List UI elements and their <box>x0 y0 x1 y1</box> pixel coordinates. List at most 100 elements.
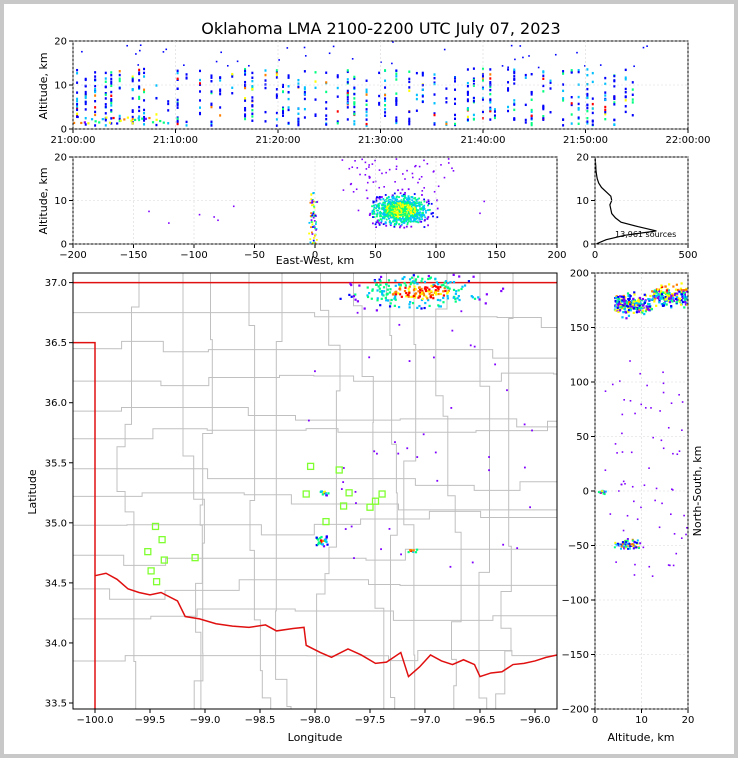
plan-scatter-bin <box>529 506 531 509</box>
th-source-bin <box>244 71 247 74</box>
ns-scatter-bin <box>662 371 664 374</box>
ns-scatter-bin <box>681 401 684 403</box>
ew-source-bin <box>416 216 419 219</box>
th-source-bin <box>624 105 627 108</box>
th-source-bin <box>143 88 146 91</box>
ew-scatter-bin <box>395 168 398 170</box>
ns-source-bin <box>627 306 630 310</box>
plan-source-bin <box>447 289 450 292</box>
th-source-bin <box>466 118 469 121</box>
ew-source-bin <box>400 214 403 217</box>
ns-source-bin <box>620 305 623 309</box>
ew-scatter-bin <box>452 170 455 172</box>
th-high-bin <box>220 51 222 54</box>
ew-source-bin <box>394 204 397 207</box>
ns-source-bin <box>671 295 674 298</box>
ew-column-bin <box>308 232 310 235</box>
ns-scatter-bin <box>633 574 636 576</box>
ns-source-bin <box>644 294 647 297</box>
plan-scatter-bin <box>488 456 490 458</box>
ns-source-bin <box>644 310 647 313</box>
th-source-bin <box>466 108 469 111</box>
th-source-bin <box>586 109 589 113</box>
ew-column-bin <box>310 226 312 229</box>
th-high-bin <box>528 55 530 57</box>
ew-scatter-bin <box>366 181 369 184</box>
ns-ytick-label: 100 <box>570 378 589 389</box>
ew-source-bin <box>398 204 400 207</box>
ns-scatter-bin <box>620 483 623 486</box>
th-source-bin <box>219 92 222 96</box>
ew-column-bin <box>314 214 317 217</box>
ew-source-bin <box>391 194 394 197</box>
ew-scatter-bin <box>357 209 360 212</box>
lma-station-marker <box>366 503 374 511</box>
th-source-bin <box>415 109 418 112</box>
ns-source-bin <box>638 547 641 550</box>
th-source-bin <box>275 69 278 72</box>
ew-source-bin <box>394 210 397 213</box>
ns-source-bin <box>615 296 618 299</box>
th-source-bin <box>94 99 97 103</box>
ns-scatter-bin <box>680 537 683 539</box>
ew-source-bin <box>401 203 404 206</box>
ew-source-bin <box>379 212 381 214</box>
ns-scatter-bin <box>622 529 625 532</box>
ew-source-bin <box>387 201 390 204</box>
th-source-bin <box>624 95 627 99</box>
th-source-bin <box>570 122 573 125</box>
ew-source-bin <box>404 217 407 219</box>
ns-source-bin <box>638 304 641 307</box>
plan-source-bin <box>322 545 326 548</box>
th-source-bin <box>287 121 290 125</box>
ew-column-bin <box>312 212 315 215</box>
ew-source-bin <box>414 207 416 210</box>
ew-source-bin <box>378 222 380 225</box>
ns-source-bin <box>625 317 628 320</box>
ew-source-bin <box>373 216 376 218</box>
th-source-bin <box>76 108 79 112</box>
ns-source-bin <box>684 303 688 306</box>
th-source-bin <box>138 68 141 72</box>
ew-source-bin <box>406 218 408 221</box>
ns-source-bin <box>664 285 667 288</box>
ew-source-bin <box>391 212 394 215</box>
ew-source-bin <box>407 205 410 208</box>
th-high-bin <box>507 66 509 69</box>
th-source-bin <box>346 102 349 105</box>
ns-source-bin <box>617 300 620 303</box>
th-lowalt-bin <box>76 115 79 119</box>
plan-scatter-bin <box>488 469 490 472</box>
ew-source-bin <box>377 203 380 205</box>
ns-source-bin <box>633 300 637 303</box>
th-source-bin <box>199 112 202 116</box>
th-source-bin <box>287 85 290 88</box>
ew-source-bin <box>409 220 412 223</box>
ns-source-bin <box>617 310 620 313</box>
ns-source-bin <box>639 542 642 545</box>
ew-column-bin <box>312 226 314 228</box>
ew-source-bin <box>420 214 422 217</box>
th-source-bin <box>433 76 436 80</box>
ew-source-bin <box>420 201 423 204</box>
ns-source-bin <box>664 298 667 301</box>
ns-source-bin <box>679 297 682 300</box>
ns-source-bin <box>626 292 630 295</box>
ns-source-bin <box>640 299 643 302</box>
ew-source-bin <box>413 193 416 195</box>
th-source-bin <box>110 77 113 81</box>
ew-source-bin <box>384 222 387 225</box>
th-high-bin <box>165 48 168 51</box>
ns-ytick-label: 200 <box>570 269 589 280</box>
ew-source-bin <box>432 212 434 214</box>
plan-ytick-label: 35.5 <box>45 458 67 469</box>
ew-scatter-bin <box>414 165 416 168</box>
th-source-bin <box>110 99 113 103</box>
ew-source-bin <box>392 196 395 198</box>
th-source-bin <box>210 91 213 95</box>
ew-source-bin <box>402 201 405 203</box>
th-source-bin <box>76 81 79 84</box>
ew-source-bin <box>371 222 374 225</box>
th-source-bin <box>577 116 580 119</box>
th-source-bin <box>530 98 533 101</box>
